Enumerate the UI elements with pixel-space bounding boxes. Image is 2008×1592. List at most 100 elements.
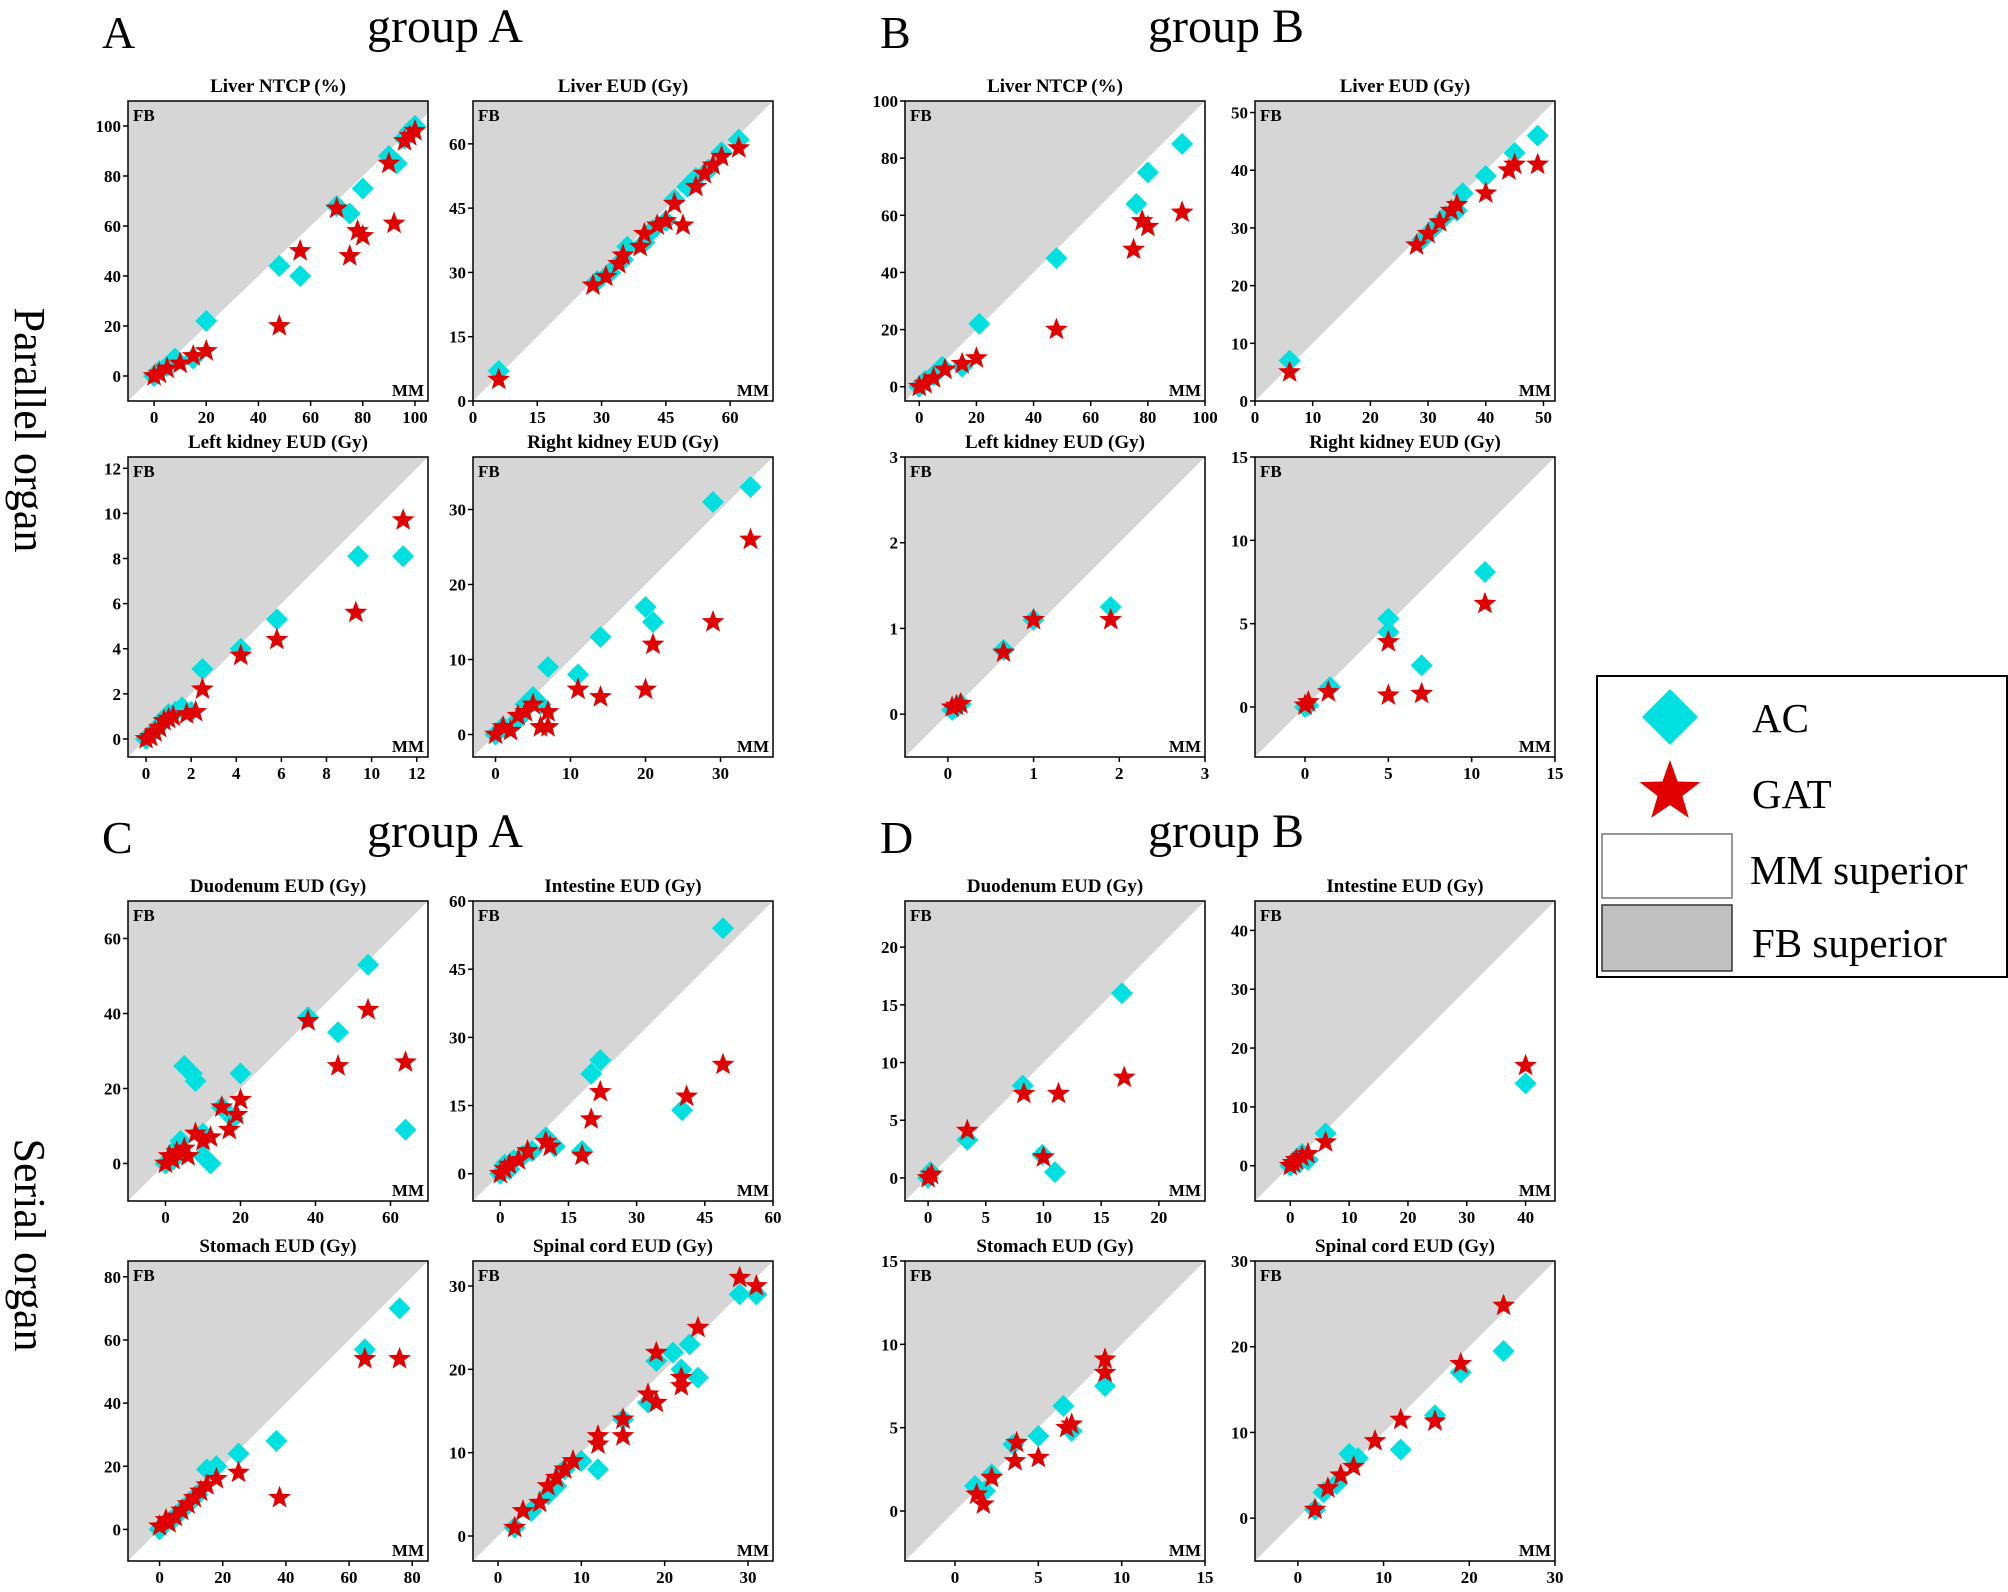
y-tick-label: 15 (881, 1252, 898, 1271)
gat-point (544, 1465, 568, 1488)
y-tick-label: 0 (458, 1527, 467, 1546)
panel-letter-c: C (102, 812, 133, 863)
subplot-13: Stomach EUD (Gy) FB MM 0 0 20 20 40 40 60 60 80 80 (104, 1236, 429, 1587)
y-tick-label: 30 (1231, 219, 1248, 238)
side-label-parallel: Parallel organ (5, 308, 54, 553)
ac-point (1474, 561, 1496, 583)
gat-point (913, 371, 937, 394)
x-tick-label: 15 (1547, 764, 1564, 783)
x-tick-label: 12 (408, 764, 425, 783)
gat-point (1376, 630, 1400, 652)
gat-point (338, 244, 362, 266)
subplot-title: Left kidney EUD (Gy) (188, 432, 368, 453)
plot-frame (904, 456, 1206, 758)
ac-point (347, 545, 370, 568)
gat-point (168, 351, 192, 374)
x-tick-label: 20 (198, 408, 215, 427)
gat-point (288, 239, 312, 261)
y-tick-label: 45 (449, 960, 466, 979)
subplot-title: Duodenum EUD (Gy) (190, 876, 366, 897)
y-tick-label: 10 (104, 504, 121, 523)
subplot-6: Right kidney EUD (Gy) FB MM 0 0 10 10 20 20 30 30 (449, 432, 774, 783)
fb-region (473, 901, 773, 1201)
plot-frame (904, 1260, 1206, 1562)
gat-point (1449, 1351, 1473, 1374)
ac-point (205, 1455, 228, 1478)
fb-corner-label: FB (478, 906, 500, 925)
mm-corner-label: MM (392, 1541, 424, 1560)
x-tick-label: 10 (1463, 764, 1480, 783)
subplot-title: Right kidney EUD (Gy) (527, 432, 719, 453)
gat-point (1047, 1081, 1070, 1104)
gat-point (528, 1490, 552, 1513)
fb-corner-label: FB (1260, 106, 1282, 125)
x-tick-label: 30 (1458, 1208, 1475, 1227)
y-tick-label: 10 (1231, 334, 1248, 353)
y-tick-label: 0 (1240, 1157, 1249, 1176)
subplot-title: Right kidney EUD (Gy) (1309, 432, 1501, 453)
y-tick-label: 40 (104, 1005, 121, 1024)
y-tick-label: 20 (449, 1360, 466, 1379)
y-tick-label: 60 (104, 930, 121, 949)
y-tick-label: 40 (104, 267, 121, 286)
subplot-1: Liver NTCP (%) FB MM 0 0 20 20 40 40 60 60 80 80 100 1… (96, 76, 429, 427)
fb-region (1255, 901, 1555, 1201)
x-tick-label: 5 (1384, 764, 1393, 783)
y-tick-label: 30 (1231, 1252, 1248, 1271)
x-tick-label: 10 (573, 1568, 590, 1587)
gat-point (663, 191, 686, 214)
fb-corner-label: FB (1260, 462, 1282, 481)
gat-point (1045, 317, 1068, 340)
legend-item-ac: AC (1642, 689, 1809, 745)
ac-point (728, 1283, 751, 1306)
gat-point (669, 1374, 693, 1396)
x-tick-label: 30 (1547, 1568, 1564, 1587)
gat-point (326, 1054, 350, 1076)
gat-point (728, 1265, 752, 1288)
ac-point (229, 1062, 252, 1085)
gat-point (1342, 1454, 1365, 1477)
y-tick-label: 2 (890, 534, 899, 553)
gat-point (671, 213, 695, 235)
ac-point (1492, 1340, 1515, 1362)
ac-point (712, 917, 734, 940)
y-tick-label: 6 (113, 595, 122, 614)
fb-corner-label: FB (133, 906, 155, 925)
plot-frame (904, 900, 1206, 1202)
y-tick-label: 30 (1231, 980, 1248, 999)
plot-frame (1254, 1260, 1556, 1562)
subplot-7: Left kidney EUD (Gy) FB MM 0 0 1 1 2 2 3 3 (890, 432, 1210, 783)
ac-point (289, 265, 312, 287)
y-tick-label: 5 (1240, 615, 1249, 634)
y-tick-label: 15 (881, 996, 898, 1015)
gat-point (346, 219, 369, 241)
x-tick-label: 40 (277, 1568, 294, 1587)
gat-point (588, 1079, 612, 1102)
subplot-title: Liver NTCP (%) (210, 76, 346, 97)
gat-point (356, 997, 380, 1020)
gat-point (611, 1424, 635, 1446)
y-tick-label: 20 (104, 1457, 121, 1476)
gat-point (506, 703, 530, 726)
gat-point (710, 144, 733, 167)
ac-point (1045, 247, 1068, 270)
subplot-title: Duodenum EUD (Gy) (967, 876, 1143, 897)
ac-point (1110, 982, 1133, 1005)
fb-corner-label: FB (478, 106, 500, 125)
gat-point (325, 196, 349, 219)
gat-point (157, 1144, 181, 1166)
y-tick-label: 0 (458, 1165, 467, 1184)
subplot-2: Liver EUD (Gy) FB MM 00 15 15 30 30 45 45 60 60 (449, 76, 774, 427)
gat-point (744, 1274, 768, 1296)
gat-point (268, 1485, 291, 1508)
gat-point (1284, 1147, 1308, 1170)
y-tick-label: 30 (449, 1028, 466, 1047)
y-tick-label: 15 (1231, 448, 1248, 467)
plots: Liver NTCP (%)FBMM0020204040606080801001… (96, 76, 1564, 1587)
gat-point (184, 699, 208, 722)
gat-point (684, 174, 708, 197)
gat-point (194, 339, 218, 361)
gat-point (686, 1315, 710, 1338)
ac-point (1449, 1361, 1472, 1384)
